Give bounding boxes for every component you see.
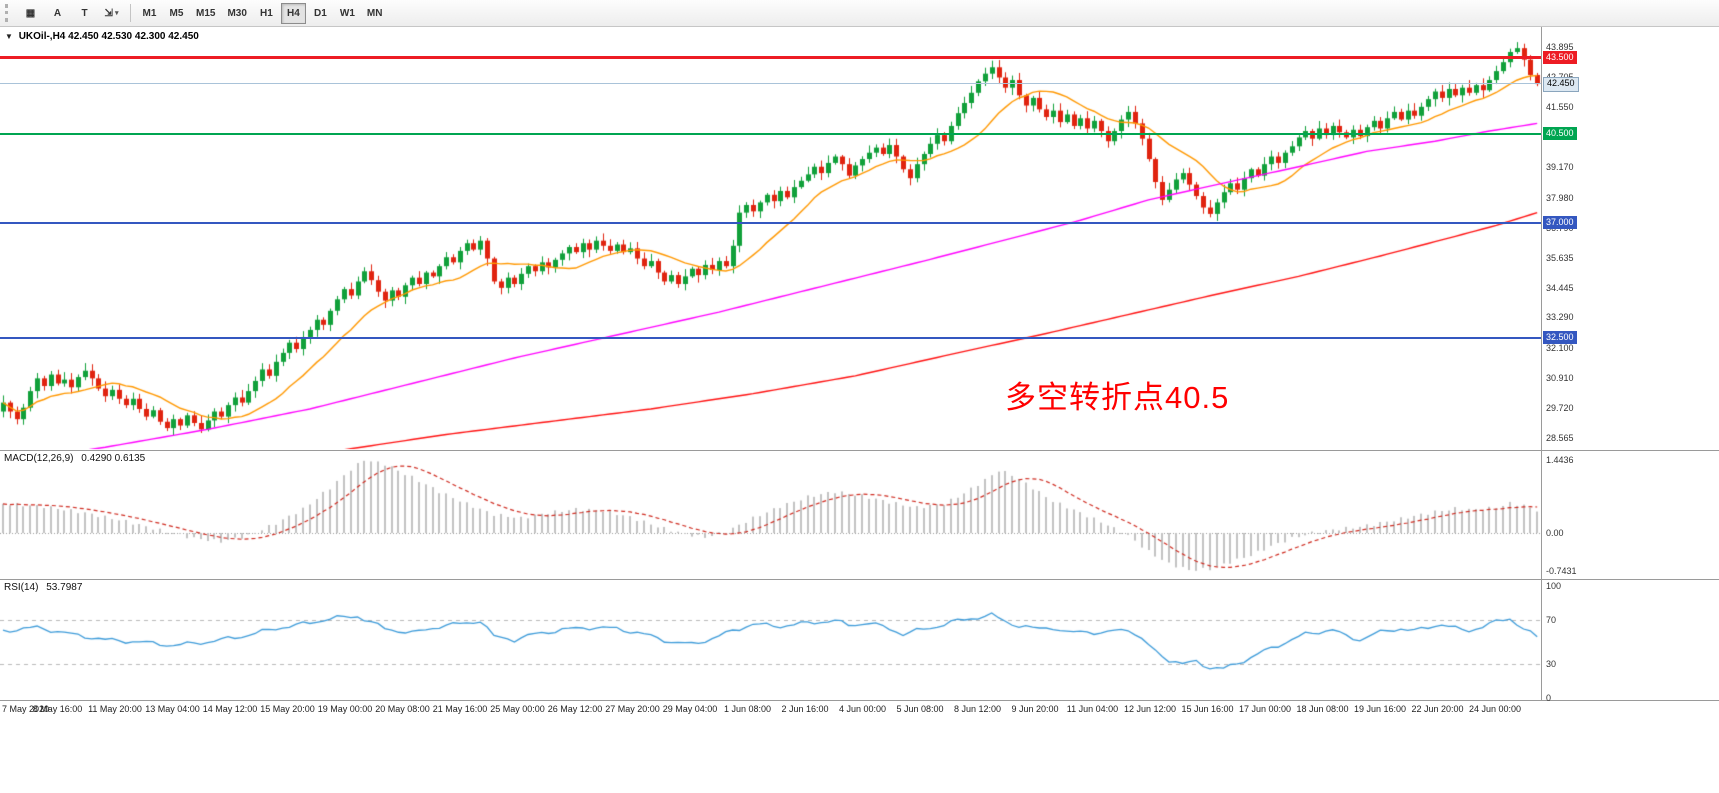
timeframe-group: M1 M5 M15 M30 H1 H4 D1 W1 MN <box>136 2 388 24</box>
macd-scale-label: -0.7431 <box>1546 566 1577 576</box>
label-tool[interactable]: A <box>45 3 70 24</box>
price-scale-label: 30.910 <box>1546 373 1574 384</box>
macd-scale-label: 1.4436 <box>1546 455 1574 465</box>
time-axis-label: 24 Jun 00:00 <box>1468 704 1522 714</box>
arrows-tool[interactable]: ⇲ ▾ <box>99 3 124 24</box>
time-axis-label: 17 Jun 00:00 <box>1238 704 1292 714</box>
timeframe-button-h4[interactable]: H4 <box>280 2 306 24</box>
time-axis-label: 11 May 20:00 <box>88 704 142 714</box>
rsi-scale-label: 100 <box>1546 581 1562 591</box>
rsi-scale-label: 70 <box>1546 614 1557 625</box>
price-scale-label: 39.170 <box>1546 162 1574 173</box>
rsi-scale-label: 30 <box>1546 659 1557 670</box>
time-axis-label: 29 May 04:00 <box>662 704 718 714</box>
hline-43.500[interactable] <box>0 55 1541 59</box>
macd-label: MACD(12,26,9) <box>4 453 74 464</box>
time-axis-label: 15 May 20:00 <box>260 704 315 714</box>
hline-40.500[interactable] <box>0 132 1541 135</box>
time-axis-label: 27 May 20:00 <box>605 704 660 714</box>
timeframe-button-mn[interactable]: MN <box>362 3 388 24</box>
price-badge-32.500: 32.500 <box>1543 331 1577 345</box>
charts-grid-icon[interactable]: ▦ <box>18 3 43 24</box>
price-badge-42.450: 42.450 <box>1543 77 1579 93</box>
timeframe-button-m1[interactable]: M1 <box>137 3 162 24</box>
rsi-scale-label: 0 <box>1546 693 1552 703</box>
time-axis-label: 19 May 00:00 <box>317 704 373 714</box>
toolbar: ▦ A T ⇲ ▾ M1 M5 M15 M30 H1 H4 D1 W1 MN <box>0 0 1719 27</box>
price-scale-label: 41.550 <box>1546 101 1574 112</box>
timeframe-button-m30[interactable]: M30 <box>222 3 251 24</box>
timeframe-button-d1[interactable]: D1 <box>308 3 333 24</box>
chart-title: ▼ UKOil-,H4 42.450 42.530 42.300 42.450 <box>5 31 199 42</box>
symbol-period-label: UKOil-,H4 <box>18 31 66 42</box>
time-axis-label: 15 Jun 16:00 <box>1181 704 1234 714</box>
timeframe-button-h1[interactable]: H1 <box>254 3 279 24</box>
rsi-value: 53.7987 <box>46 582 83 593</box>
timeframe-button-w1[interactable]: W1 <box>335 3 360 24</box>
annotation-text[interactable]: 多空转折点40.5 <box>1005 380 1230 415</box>
price-scale-label: 29.720 <box>1546 403 1574 414</box>
price-badge-43.500: 43.500 <box>1543 50 1577 64</box>
price-scale-label: 37.980 <box>1546 192 1574 203</box>
price-scale-label: 34.445 <box>1546 282 1574 293</box>
time-axis-label: 26 May 12:00 <box>547 704 603 714</box>
time-axis-label: 13 May 04:00 <box>145 704 200 714</box>
drawing-tools-group: ▦ A T ⇲ ▾ <box>17 3 125 24</box>
price-scale-label: 32.100 <box>1546 342 1574 353</box>
time-axis-label: 14 May 12:00 <box>202 704 258 714</box>
time-axis-label: 11 Jun 04:00 <box>1066 704 1119 714</box>
chevron-down-icon: ▾ <box>114 10 119 17</box>
macd-scale-label: 0.00 <box>1546 528 1564 538</box>
time-axis-label: 18 Jun 08:00 <box>1296 704 1349 714</box>
price-scale-label: 28.565 <box>1546 432 1574 443</box>
time-axis-label: 20 May 08:00 <box>375 704 430 714</box>
time-axis-label: 8 Jun 12:00 <box>953 704 1002 714</box>
ohlc-values: 42.450 42.530 42.300 42.450 <box>68 31 199 42</box>
rsi-label: RSI(14) <box>4 582 39 593</box>
time-axis-label: 21 May 16:00 <box>432 704 488 714</box>
time-axis-label: 5 Jun 08:00 <box>896 704 944 714</box>
price-badge-40.500: 40.500 <box>1543 127 1577 141</box>
timeframe-button-m5[interactable]: M5 <box>164 3 189 24</box>
time-axis-label: 7 May 2020 <box>2 704 50 714</box>
rsi-header: RSI(14) 53.7987 <box>4 582 82 593</box>
timeframe-button-m15[interactable]: M15 <box>191 3 220 24</box>
hline-32.500[interactable] <box>0 336 1541 339</box>
time-axis-label: 19 Jun 16:00 <box>1353 704 1407 714</box>
toolbar-separator <box>130 4 131 22</box>
panel-separator-rsi[interactable] <box>0 579 1719 580</box>
time-axis-label: 9 Jun 20:00 <box>1011 704 1059 714</box>
time-axis-label: 12 Jun 12:00 <box>1123 704 1177 714</box>
price-badge-37.000: 37.000 <box>1543 216 1577 230</box>
time-axis-label: 4 Jun 00:00 <box>838 704 887 714</box>
toolbar-grip[interactable] <box>5 4 12 22</box>
hline-37.000[interactable] <box>0 221 1541 224</box>
time-axis-label: 1 Jun 08:00 <box>723 704 772 714</box>
time-axis-separator <box>0 700 1719 701</box>
time-axis-label: 25 May 00:00 <box>490 704 545 714</box>
price-scale-label: 43.895 <box>1546 42 1574 53</box>
time-axis-label: 2 Jun 16:00 <box>781 704 829 714</box>
time-axis-label: 22 Jun 20:00 <box>1411 704 1464 714</box>
panel-separator-macd[interactable] <box>0 450 1719 451</box>
symbol-marker-icon: ▼ <box>5 32 13 41</box>
text-tool[interactable]: T <box>72 3 97 24</box>
hline-42.450[interactable] <box>0 83 1541 85</box>
macd-header: MACD(12,26,9) 0.4290 0.6135 <box>4 453 145 464</box>
price-scale-border <box>1541 27 1542 700</box>
price-scale-label: 35.635 <box>1546 252 1574 263</box>
time-axis-label: 8 May 16:00 <box>32 704 83 714</box>
macd-values: 0.4290 0.6135 <box>81 453 146 464</box>
price-scale-label: 33.290 <box>1546 312 1574 323</box>
